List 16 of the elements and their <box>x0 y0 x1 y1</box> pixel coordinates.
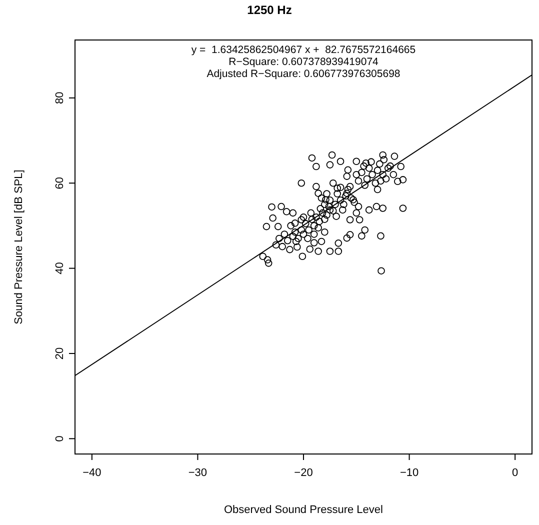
y-tick-label: 0 <box>54 436 66 442</box>
x-axis-title: Observed Sound Pressure Level <box>224 504 383 516</box>
annotation: R−Square: 0.607378939419074 <box>228 56 379 68</box>
y-axis-title: Sound Pressure Level [dB SPL] <box>13 170 25 324</box>
x-tick-label: −20 <box>294 467 313 479</box>
x-tick-label: 0 <box>512 467 518 479</box>
y-tick-label: 20 <box>54 347 66 360</box>
x-tick-label: −10 <box>400 467 419 479</box>
y-tick-label: 40 <box>54 262 66 274</box>
x-tick-label: −40 <box>82 467 102 479</box>
annotation: Adjusted R−Square: 0.606773976305698 <box>206 68 400 80</box>
y-tick-label: 80 <box>54 92 66 104</box>
x-tick-label: −30 <box>188 467 208 479</box>
y-tick-label: 60 <box>54 176 66 190</box>
chart-title: 1250 Hz <box>247 3 292 17</box>
annotation: y = 1.63425862504967 x + 82.7675572164665 <box>191 44 416 56</box>
